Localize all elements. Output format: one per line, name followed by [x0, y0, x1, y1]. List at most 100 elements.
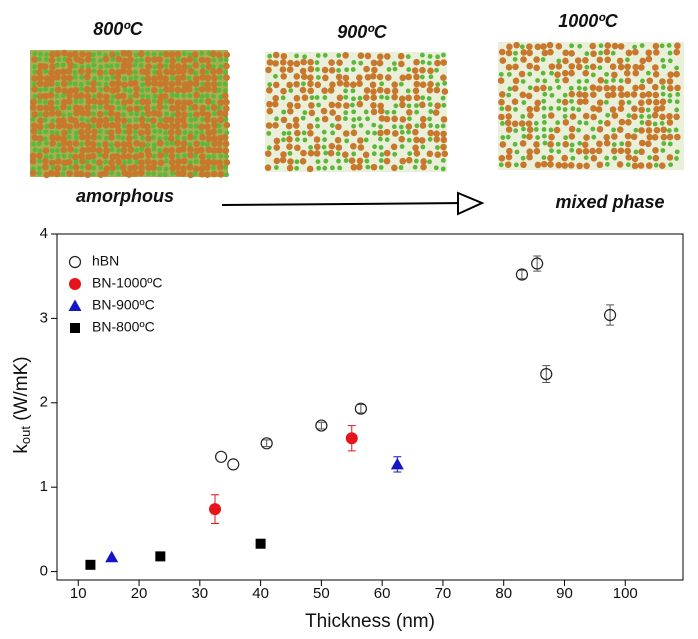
- atom: [62, 166, 67, 172]
- atom: [591, 134, 597, 140]
- atom: [548, 127, 554, 133]
- atom: [280, 151, 287, 158]
- atom: [115, 100, 121, 105]
- atom: [215, 51, 223, 59]
- legend-marker: [68, 299, 82, 311]
- atom: [121, 112, 126, 118]
- atom: [609, 91, 617, 98]
- atom: [667, 58, 673, 64]
- atom: [116, 105, 122, 111]
- atom: [115, 79, 122, 87]
- atom: [90, 134, 98, 141]
- atom: [90, 86, 97, 93]
- x-axis-label: Thickness (nm): [305, 611, 435, 632]
- atom: [519, 44, 525, 50]
- atom: [151, 75, 158, 82]
- atom: [66, 123, 74, 131]
- y-tick-label: 2: [40, 394, 48, 411]
- atom: [300, 58, 307, 66]
- atom: [364, 52, 372, 60]
- atom: [42, 136, 48, 142]
- atom: [441, 52, 446, 58]
- atom: [98, 87, 103, 93]
- atom: [632, 69, 640, 77]
- atom: [527, 71, 533, 77]
- atom: [47, 91, 55, 99]
- atom: [181, 51, 187, 57]
- atom: [91, 57, 96, 63]
- atom: [418, 137, 426, 144]
- atom: [145, 110, 152, 117]
- atom: [217, 128, 223, 134]
- atom: [54, 69, 61, 76]
- atom: [36, 135, 44, 142]
- atom: [370, 94, 378, 101]
- atom: [182, 130, 188, 135]
- atom: [211, 122, 219, 129]
- atom: [406, 109, 413, 116]
- atom: [61, 93, 66, 99]
- atom: [157, 128, 163, 134]
- atom: [568, 125, 576, 133]
- atom: [119, 163, 127, 171]
- atom: [392, 130, 399, 137]
- atom: [205, 158, 212, 166]
- atom: [511, 85, 519, 92]
- atom: [37, 93, 44, 100]
- atom: [157, 121, 164, 129]
- atom: [73, 148, 79, 154]
- atom: [589, 84, 597, 91]
- atom: [139, 57, 144, 63]
- atom: [163, 68, 170, 76]
- atom: [569, 113, 577, 120]
- atom: [44, 52, 49, 57]
- atom: [168, 80, 176, 88]
- point: [531, 257, 544, 270]
- atom: [279, 59, 287, 66]
- atom: [660, 126, 668, 134]
- atom: [562, 49, 569, 57]
- atom: [287, 150, 293, 156]
- x-tick-label: 10: [70, 585, 87, 602]
- atom: [163, 158, 169, 164]
- atom: [555, 120, 561, 126]
- atom: [49, 140, 57, 147]
- atom: [625, 49, 633, 57]
- atom: [78, 68, 85, 75]
- atom: [29, 157, 37, 165]
- atom: [433, 165, 439, 171]
- atom: [556, 98, 562, 104]
- atom: [285, 122, 293, 130]
- atom: [31, 75, 38, 82]
- atom: [127, 146, 135, 154]
- atom: [200, 117, 205, 122]
- atom: [540, 70, 546, 76]
- atom: [145, 171, 151, 177]
- atom: [659, 120, 665, 126]
- atom: [92, 76, 98, 82]
- atom: [211, 57, 216, 63]
- atom: [526, 153, 533, 161]
- atom: [547, 85, 553, 91]
- atom: [547, 141, 554, 148]
- atom: [405, 156, 413, 164]
- atom: [673, 48, 680, 56]
- atom: [597, 65, 603, 71]
- atom: [639, 43, 645, 48]
- atom: [609, 85, 617, 92]
- atom: [596, 99, 604, 106]
- atom: [315, 123, 320, 129]
- atom: [174, 86, 182, 94]
- atom: [505, 126, 513, 133]
- atom: [334, 114, 342, 122]
- atom: [199, 109, 207, 117]
- atom: [427, 67, 434, 75]
- atom: [363, 109, 369, 115]
- atom: [210, 99, 216, 105]
- atom: [280, 87, 287, 95]
- atom: [322, 74, 329, 82]
- atom: [167, 116, 175, 124]
- atom: [193, 91, 200, 99]
- atom: [175, 153, 181, 159]
- atom: [60, 80, 68, 88]
